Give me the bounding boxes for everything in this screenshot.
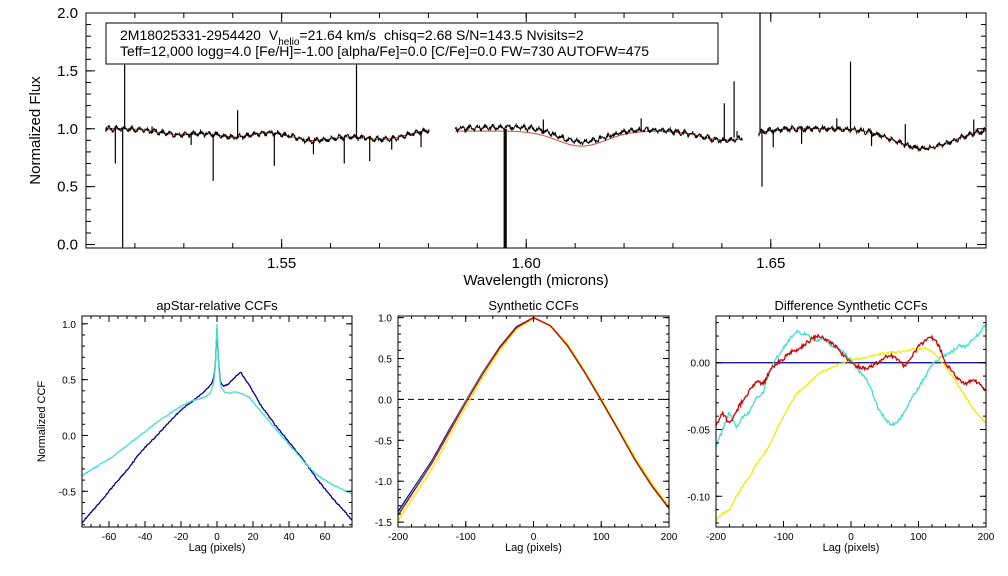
y-tick-label: 0.5 [62,376,76,387]
series-yellow [716,346,986,522]
y-tick-label: -1.0 [375,477,393,488]
x-tick-label: 1.65 [756,255,785,272]
x-tick-label: -20 [174,532,189,543]
observed-spectrum-segment [454,122,743,146]
x-axis-title: Wavelength (microns) [463,272,608,289]
x-tick-label: 40 [283,532,295,543]
y-tick-label: 1.0 [57,121,78,138]
x-axis-title: Lag (pixels) [189,542,246,554]
x-tick-label: 60 [319,532,331,543]
y-tick-label: 0.5 [378,355,392,366]
synthetic-ccf-panel: -200 -100 0 100 200 -1.5 -1.0 -0.5 0.0 0.5 1.0 Lag … [375,298,678,554]
x-tick-label: 100 [910,532,927,543]
spectrum-axes: 1.55 1.60 1.65 0.0 0.5 1.0 1.5 2.0 Wavelength (m… [27,5,986,289]
y-tick-label: 0.00 [691,359,711,370]
x-tick-label: -200 [388,532,408,543]
fit-stats: chisq=2.68 S/N=143.5 Nvisits=2 [384,27,584,43]
panel-title: apStar-relative CCFs [156,298,278,313]
y-tick-label: -1.5 [375,518,393,529]
y-axis-title: Normalized CCF [36,381,48,463]
y-tick-label: -0.05 [687,426,710,437]
y-tick-label: 0.0 [62,431,76,442]
star-id: 2M18025331-2954420 [120,27,261,43]
series-red [716,333,986,427]
y-tick-label: -0.5 [375,436,393,447]
vhelio-value: =21.64 km/s [299,27,376,43]
y-tick-label: 2.0 [57,5,78,22]
series-visit-2 [82,324,352,495]
x-tick-label: 0 [848,532,854,543]
difference-ccf-panel: -200 -100 0 100 200 -0.10 -0.05 0.00 Lag (pixels… [687,298,995,554]
x-tick-label: -60 [102,532,117,543]
x-tick-label: -100 [773,532,793,543]
info-box-frame [105,22,719,65]
plot-area [716,323,986,522]
x-axis-title: Lag (pixels) [823,542,880,554]
y-tick-label: 0.5 [57,179,78,196]
y-tick-label: 1.0 [378,314,392,325]
x-tick-label: -200 [706,532,726,543]
observed-spectrum-segment [105,124,430,145]
y-tick-label: 0.0 [378,395,392,406]
x-tick-label: -100 [456,532,476,543]
info-line-2: Teff=12,000 logg=4.0 [Fe/H]=-1.00 [alpha… [120,43,649,59]
y-tick-label: -0.10 [687,492,710,503]
x-tick-label: 0 [214,532,220,543]
panel-title: Synthetic CCFs [488,298,579,313]
x-tick-label: 0 [531,532,537,543]
spectrum-panel: 1.55 1.60 1.65 0.0 0.5 1.0 1.5 2.0 Wavelength (m… [27,5,987,289]
series-cyan [716,323,986,448]
observed-spectrum-segment [758,123,986,153]
x-tick-label: 1.55 [267,255,296,272]
x-tick-label: 1.60 [512,255,541,272]
x-tick-label: 200 [978,532,995,543]
apstar-ccf-panel: -60 -40 -20 0 20 40 60 -0.5 0.0 0.5 1.0 Lag (pixels… [36,298,353,554]
y-axis-title: Normalized Flux [27,76,44,185]
y-tick-label: -0.5 [59,487,77,498]
y-tick-label: 0.0 [57,237,78,254]
x-tick-label: -40 [138,532,153,543]
x-axis-title: Lag (pixels) [505,542,562,554]
plot-area [82,324,352,524]
vhelio-subscript: helio [278,37,300,48]
x-tick-label: 20 [247,532,259,543]
vhelio-symbol: V [269,27,279,43]
y-tick-label: 1.5 [57,63,78,80]
info-box: 2M18025331-2954420 Vhelio=21.64 km/s chisq… [105,22,719,65]
y-tick-label: 1.0 [62,320,76,331]
info-line-1: 2M18025331-2954420 Vhelio=21.64 km/s chisq… [120,27,584,48]
spectrum-plot-area [105,13,986,248]
panel-title: Difference Synthetic CCFs [775,298,928,313]
x-tick-label: 100 [593,532,610,543]
spectrum-frame [85,12,987,249]
x-tick-label: 200 [661,532,678,543]
